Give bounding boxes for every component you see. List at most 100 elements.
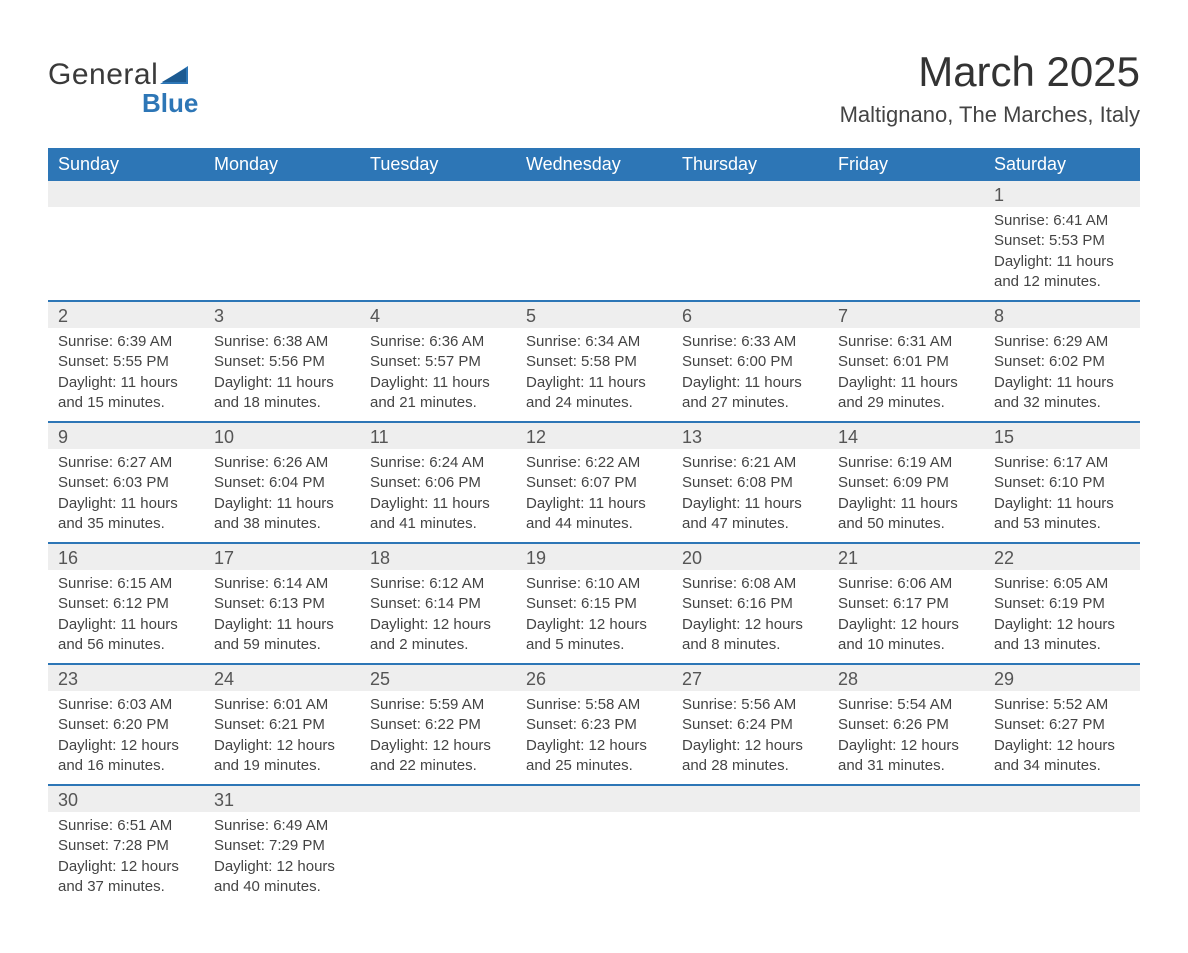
day-number: 10: [204, 423, 360, 449]
daylight-line: Daylight: 12 hours and 28 minutes.: [682, 736, 818, 777]
day-content: Sunrise: 6:10 AMSunset: 6:15 PMDaylight:…: [516, 570, 672, 663]
sunset-line: Sunset: 6:17 PM: [838, 594, 974, 614]
sunrise-line: Sunrise: 6:10 AM: [526, 574, 662, 594]
day-content: Sunrise: 6:14 AMSunset: 6:13 PMDaylight:…: [204, 570, 360, 663]
calendar-day-cell: 6Sunrise: 6:33 AMSunset: 6:00 PMDaylight…: [672, 301, 828, 422]
day-content: Sunrise: 6:39 AMSunset: 5:55 PMDaylight:…: [48, 328, 204, 421]
day-number: 26: [516, 665, 672, 691]
calendar-week-row: 2Sunrise: 6:39 AMSunset: 5:55 PMDaylight…: [48, 301, 1140, 422]
sunset-line: Sunset: 6:27 PM: [994, 715, 1130, 735]
day-content: Sunrise: 6:01 AMSunset: 6:21 PMDaylight:…: [204, 691, 360, 784]
calendar-day-cell: 12Sunrise: 6:22 AMSunset: 6:07 PMDayligh…: [516, 422, 672, 543]
weekday-header: Wednesday: [516, 148, 672, 181]
day-content: Sunrise: 6:31 AMSunset: 6:01 PMDaylight:…: [828, 328, 984, 421]
day-number: 29: [984, 665, 1140, 691]
day-content: Sunrise: 5:58 AMSunset: 6:23 PMDaylight:…: [516, 691, 672, 784]
calendar-day-cell: 7Sunrise: 6:31 AMSunset: 6:01 PMDaylight…: [828, 301, 984, 422]
logo-triangle-icon: [160, 58, 188, 92]
day-number: 17: [204, 544, 360, 570]
sunset-line: Sunset: 5:53 PM: [994, 231, 1130, 251]
calendar-day-cell: 24Sunrise: 6:01 AMSunset: 6:21 PMDayligh…: [204, 664, 360, 785]
sunrise-line: Sunrise: 6:51 AM: [58, 816, 194, 836]
sunrise-line: Sunrise: 6:49 AM: [214, 816, 350, 836]
day-number: 24: [204, 665, 360, 691]
day-content: [516, 207, 672, 287]
calendar-day-cell: 9Sunrise: 6:27 AMSunset: 6:03 PMDaylight…: [48, 422, 204, 543]
calendar-day-cell: [828, 181, 984, 301]
daylight-line: Daylight: 12 hours and 40 minutes.: [214, 857, 350, 898]
sunset-line: Sunset: 7:28 PM: [58, 836, 194, 856]
day-content: Sunrise: 6:17 AMSunset: 6:10 PMDaylight:…: [984, 449, 1140, 542]
sunrise-line: Sunrise: 6:39 AM: [58, 332, 194, 352]
daylight-line: Daylight: 11 hours and 27 minutes.: [682, 373, 818, 414]
sunrise-line: Sunrise: 5:58 AM: [526, 695, 662, 715]
calendar-day-cell: 21Sunrise: 6:06 AMSunset: 6:17 PMDayligh…: [828, 543, 984, 664]
daylight-line: Daylight: 12 hours and 16 minutes.: [58, 736, 194, 777]
weekday-header: Sunday: [48, 148, 204, 181]
calendar-day-cell: [672, 181, 828, 301]
day-number: 9: [48, 423, 204, 449]
sunset-line: Sunset: 6:20 PM: [58, 715, 194, 735]
calendar-day-cell: 17Sunrise: 6:14 AMSunset: 6:13 PMDayligh…: [204, 543, 360, 664]
day-content: Sunrise: 6:36 AMSunset: 5:57 PMDaylight:…: [360, 328, 516, 421]
day-content: Sunrise: 6:38 AMSunset: 5:56 PMDaylight:…: [204, 328, 360, 421]
daylight-line: Daylight: 12 hours and 19 minutes.: [214, 736, 350, 777]
calendar-day-cell: [672, 785, 828, 905]
calendar-day-cell: 25Sunrise: 5:59 AMSunset: 6:22 PMDayligh…: [360, 664, 516, 785]
day-content: Sunrise: 6:19 AMSunset: 6:09 PMDaylight:…: [828, 449, 984, 542]
day-number: [672, 786, 828, 812]
sunrise-line: Sunrise: 6:31 AM: [838, 332, 974, 352]
daylight-line: Daylight: 11 hours and 24 minutes.: [526, 373, 662, 414]
calendar-day-cell: 16Sunrise: 6:15 AMSunset: 6:12 PMDayligh…: [48, 543, 204, 664]
day-number: [672, 181, 828, 207]
calendar-day-cell: 27Sunrise: 5:56 AMSunset: 6:24 PMDayligh…: [672, 664, 828, 785]
calendar-body: 1Sunrise: 6:41 AMSunset: 5:53 PMDaylight…: [48, 181, 1140, 905]
day-number: 16: [48, 544, 204, 570]
day-number: 11: [360, 423, 516, 449]
sunrise-line: Sunrise: 6:27 AM: [58, 453, 194, 473]
day-number: [828, 786, 984, 812]
sunrise-line: Sunrise: 5:54 AM: [838, 695, 974, 715]
day-number: 20: [672, 544, 828, 570]
sunset-line: Sunset: 6:16 PM: [682, 594, 818, 614]
daylight-line: Daylight: 12 hours and 10 minutes.: [838, 615, 974, 656]
sunrise-line: Sunrise: 6:08 AM: [682, 574, 818, 594]
calendar-day-cell: [516, 181, 672, 301]
sunset-line: Sunset: 6:09 PM: [838, 473, 974, 493]
sunrise-line: Sunrise: 6:33 AM: [682, 332, 818, 352]
day-content: [828, 812, 984, 892]
daylight-line: Daylight: 11 hours and 44 minutes.: [526, 494, 662, 535]
daylight-line: Daylight: 11 hours and 47 minutes.: [682, 494, 818, 535]
day-content: [204, 207, 360, 287]
logo-word-2: Blue: [142, 88, 198, 119]
day-content: [360, 812, 516, 892]
day-content: Sunrise: 6:21 AMSunset: 6:08 PMDaylight:…: [672, 449, 828, 542]
daylight-line: Daylight: 11 hours and 15 minutes.: [58, 373, 194, 414]
sunset-line: Sunset: 5:55 PM: [58, 352, 194, 372]
day-number: 1: [984, 181, 1140, 207]
daylight-line: Daylight: 12 hours and 37 minutes.: [58, 857, 194, 898]
day-content: Sunrise: 6:33 AMSunset: 6:00 PMDaylight:…: [672, 328, 828, 421]
day-number: 31: [204, 786, 360, 812]
month-title: March 2025: [840, 48, 1140, 96]
logo-word-1: General: [48, 58, 158, 92]
sunset-line: Sunset: 6:15 PM: [526, 594, 662, 614]
day-content: [672, 812, 828, 892]
day-content: Sunrise: 5:59 AMSunset: 6:22 PMDaylight:…: [360, 691, 516, 784]
sunset-line: Sunset: 6:07 PM: [526, 473, 662, 493]
day-content: Sunrise: 6:22 AMSunset: 6:07 PMDaylight:…: [516, 449, 672, 542]
day-content: [828, 207, 984, 287]
daylight-line: Daylight: 11 hours and 41 minutes.: [370, 494, 506, 535]
daylight-line: Daylight: 11 hours and 35 minutes.: [58, 494, 194, 535]
sunset-line: Sunset: 6:12 PM: [58, 594, 194, 614]
sunset-line: Sunset: 6:04 PM: [214, 473, 350, 493]
calendar-day-cell: 26Sunrise: 5:58 AMSunset: 6:23 PMDayligh…: [516, 664, 672, 785]
calendar-day-cell: 2Sunrise: 6:39 AMSunset: 5:55 PMDaylight…: [48, 301, 204, 422]
calendar-day-cell: 22Sunrise: 6:05 AMSunset: 6:19 PMDayligh…: [984, 543, 1140, 664]
sunset-line: Sunset: 7:29 PM: [214, 836, 350, 856]
sunrise-line: Sunrise: 6:12 AM: [370, 574, 506, 594]
sunset-line: Sunset: 6:24 PM: [682, 715, 818, 735]
day-content: Sunrise: 6:34 AMSunset: 5:58 PMDaylight:…: [516, 328, 672, 421]
day-content: Sunrise: 6:41 AMSunset: 5:53 PMDaylight:…: [984, 207, 1140, 300]
calendar-day-cell: 20Sunrise: 6:08 AMSunset: 6:16 PMDayligh…: [672, 543, 828, 664]
